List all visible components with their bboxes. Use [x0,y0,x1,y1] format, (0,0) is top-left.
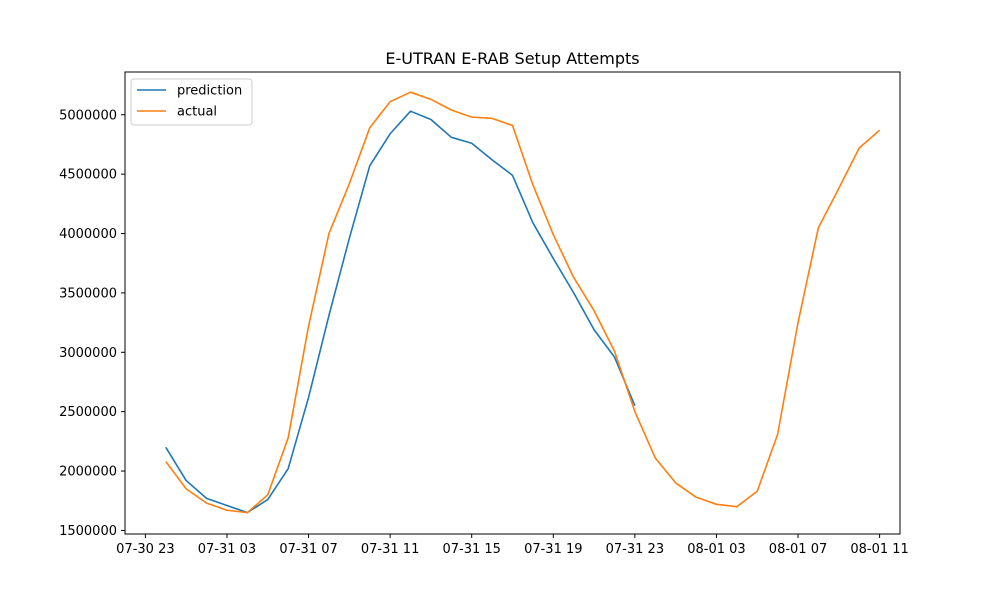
x-tick-label: 07-31 15 [442,542,500,557]
series-line-prediction [165,110,636,514]
x-tick-label: 08-01 03 [687,542,745,557]
series-line-actual [165,91,881,514]
y-tick-label: 4500000 [59,168,117,183]
legend-label-actual: actual [177,105,217,120]
x-tick-label: 08-01 07 [769,542,827,557]
y-tick-label: 1500000 [59,524,117,539]
plot-lines [165,91,881,514]
plot-frame [124,71,901,535]
x-tick-label: 08-01 11 [850,542,908,557]
x-tick-label: 07-31 11 [361,542,419,557]
chart-title: E-UTRAN E-RAB Setup Attempts [385,49,639,68]
y-tick-label: 3500000 [59,286,117,301]
y-tick-label: 2000000 [59,465,117,480]
legend: prediction actual [130,78,253,126]
legend-label-prediction: prediction [177,84,242,99]
x-tick-label: 07-31 19 [524,542,582,557]
x-axis: 07-30 23 07-31 03 07-31 07 07-31 11 07-31 15… [116,534,909,557]
y-tick-label: 4000000 [59,227,117,242]
y-axis: 1500000 2000000 2500000 3000000 3500000 40000… [59,108,125,539]
x-tick-label: 07-31 07 [279,542,337,557]
y-tick-label: 5000000 [59,108,117,123]
y-tick-label: 3000000 [59,346,117,361]
x-tick-label: 07-30 23 [116,542,174,557]
y-tick-label: 2500000 [59,405,117,420]
x-tick-label: 07-31 03 [198,542,256,557]
x-tick-label: 07-31 23 [606,542,664,557]
